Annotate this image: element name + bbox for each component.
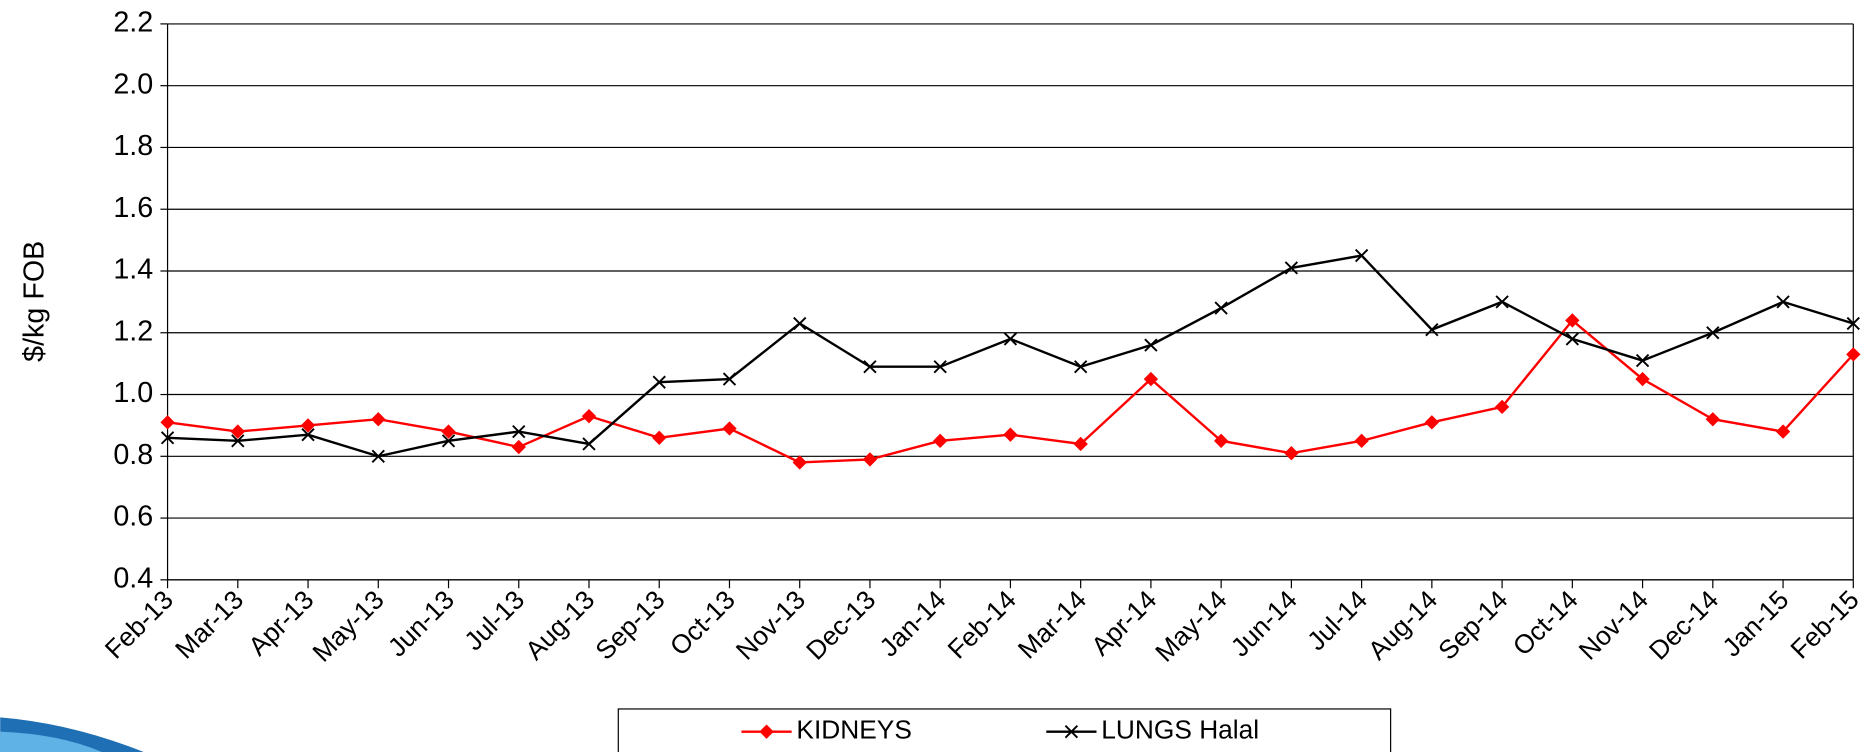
chart: $/kg FOB 0.4 0.6 0.8 1.0 1.2 1.4 1.6 1.8 2.0 2.2 F… <box>0 0 1875 752</box>
y-tick-label: 0.6 <box>113 501 153 533</box>
y-tick-label: 1.4 <box>113 254 153 286</box>
marker <box>652 431 666 445</box>
marker <box>1706 412 1720 426</box>
x-tick-label: Feb-14 <box>942 584 1022 664</box>
x-tick-label: Feb-15 <box>1785 584 1865 664</box>
x-tick-label: Mar-13 <box>169 584 249 664</box>
x-tick-label: Jun-14 <box>1225 584 1303 662</box>
legend-label: LUNGS Halal <box>1101 715 1259 745</box>
x-tick-label: Oct-13 <box>664 584 741 661</box>
marker <box>1003 428 1017 442</box>
marker <box>582 409 596 423</box>
x-tick-label: Jan-14 <box>874 584 952 662</box>
x-tick-label: Sep-13 <box>589 584 670 665</box>
marker <box>793 455 807 469</box>
x-tick-label: Nov-13 <box>730 584 811 665</box>
marker <box>1637 355 1649 367</box>
x-tick-label: Dec-13 <box>800 584 881 665</box>
marker <box>1145 339 1157 351</box>
marker <box>1425 415 1439 429</box>
x-tick-label: Aug-14 <box>1362 584 1443 665</box>
marker <box>1426 324 1438 336</box>
x-tick-label: Oct-14 <box>1507 584 1584 661</box>
x-tick-label: Aug-13 <box>519 584 600 665</box>
y-tick-label: 1.6 <box>113 192 153 224</box>
x-tick-label: Jun-13 <box>382 584 460 662</box>
y-tick-label: 0.4 <box>113 562 153 594</box>
page: {"chart_data": {"type": "line", "y_label… <box>0 0 1875 752</box>
marker <box>722 421 736 435</box>
y-tick-label: 2.0 <box>113 68 153 100</box>
x-tick-label: Mar-14 <box>1012 584 1092 664</box>
marker <box>160 415 174 429</box>
marker <box>1566 333 1578 345</box>
y-tick-label: 1.8 <box>113 130 153 162</box>
x-tick-label: Feb-13 <box>99 584 179 664</box>
x-tick-label: May-14 <box>1149 584 1232 667</box>
y-axis-label: $/kg FOB <box>19 241 51 362</box>
x-tick-label: May-13 <box>306 584 389 667</box>
y-tick-label: 2.2 <box>113 6 153 38</box>
marker <box>863 452 877 466</box>
marker <box>794 318 806 330</box>
marker <box>1284 446 1298 460</box>
marker <box>371 412 385 426</box>
marker <box>512 440 526 454</box>
marker <box>1777 296 1789 308</box>
legend-box <box>618 709 1390 752</box>
marker <box>1215 302 1227 314</box>
y-tick-label: 1.2 <box>113 315 153 347</box>
x-tick-label: Sep-14 <box>1432 584 1513 665</box>
x-tick-label: Nov-14 <box>1573 584 1654 665</box>
marker <box>933 434 947 448</box>
marker <box>1004 333 1016 345</box>
marker <box>1496 296 1508 308</box>
x-tick-label: Apr-13 <box>242 584 319 661</box>
marker <box>1354 434 1368 448</box>
y-tick-label: 0.8 <box>113 439 153 471</box>
x-tick-label: Dec-14 <box>1643 584 1724 665</box>
marker <box>1075 361 1087 373</box>
y-tick-label: 1.0 <box>113 377 153 409</box>
x-tick-label: Jan-15 <box>1716 584 1794 662</box>
x-tick-label: Apr-14 <box>1085 584 1162 661</box>
legend-label: KIDNEYS <box>796 715 911 745</box>
